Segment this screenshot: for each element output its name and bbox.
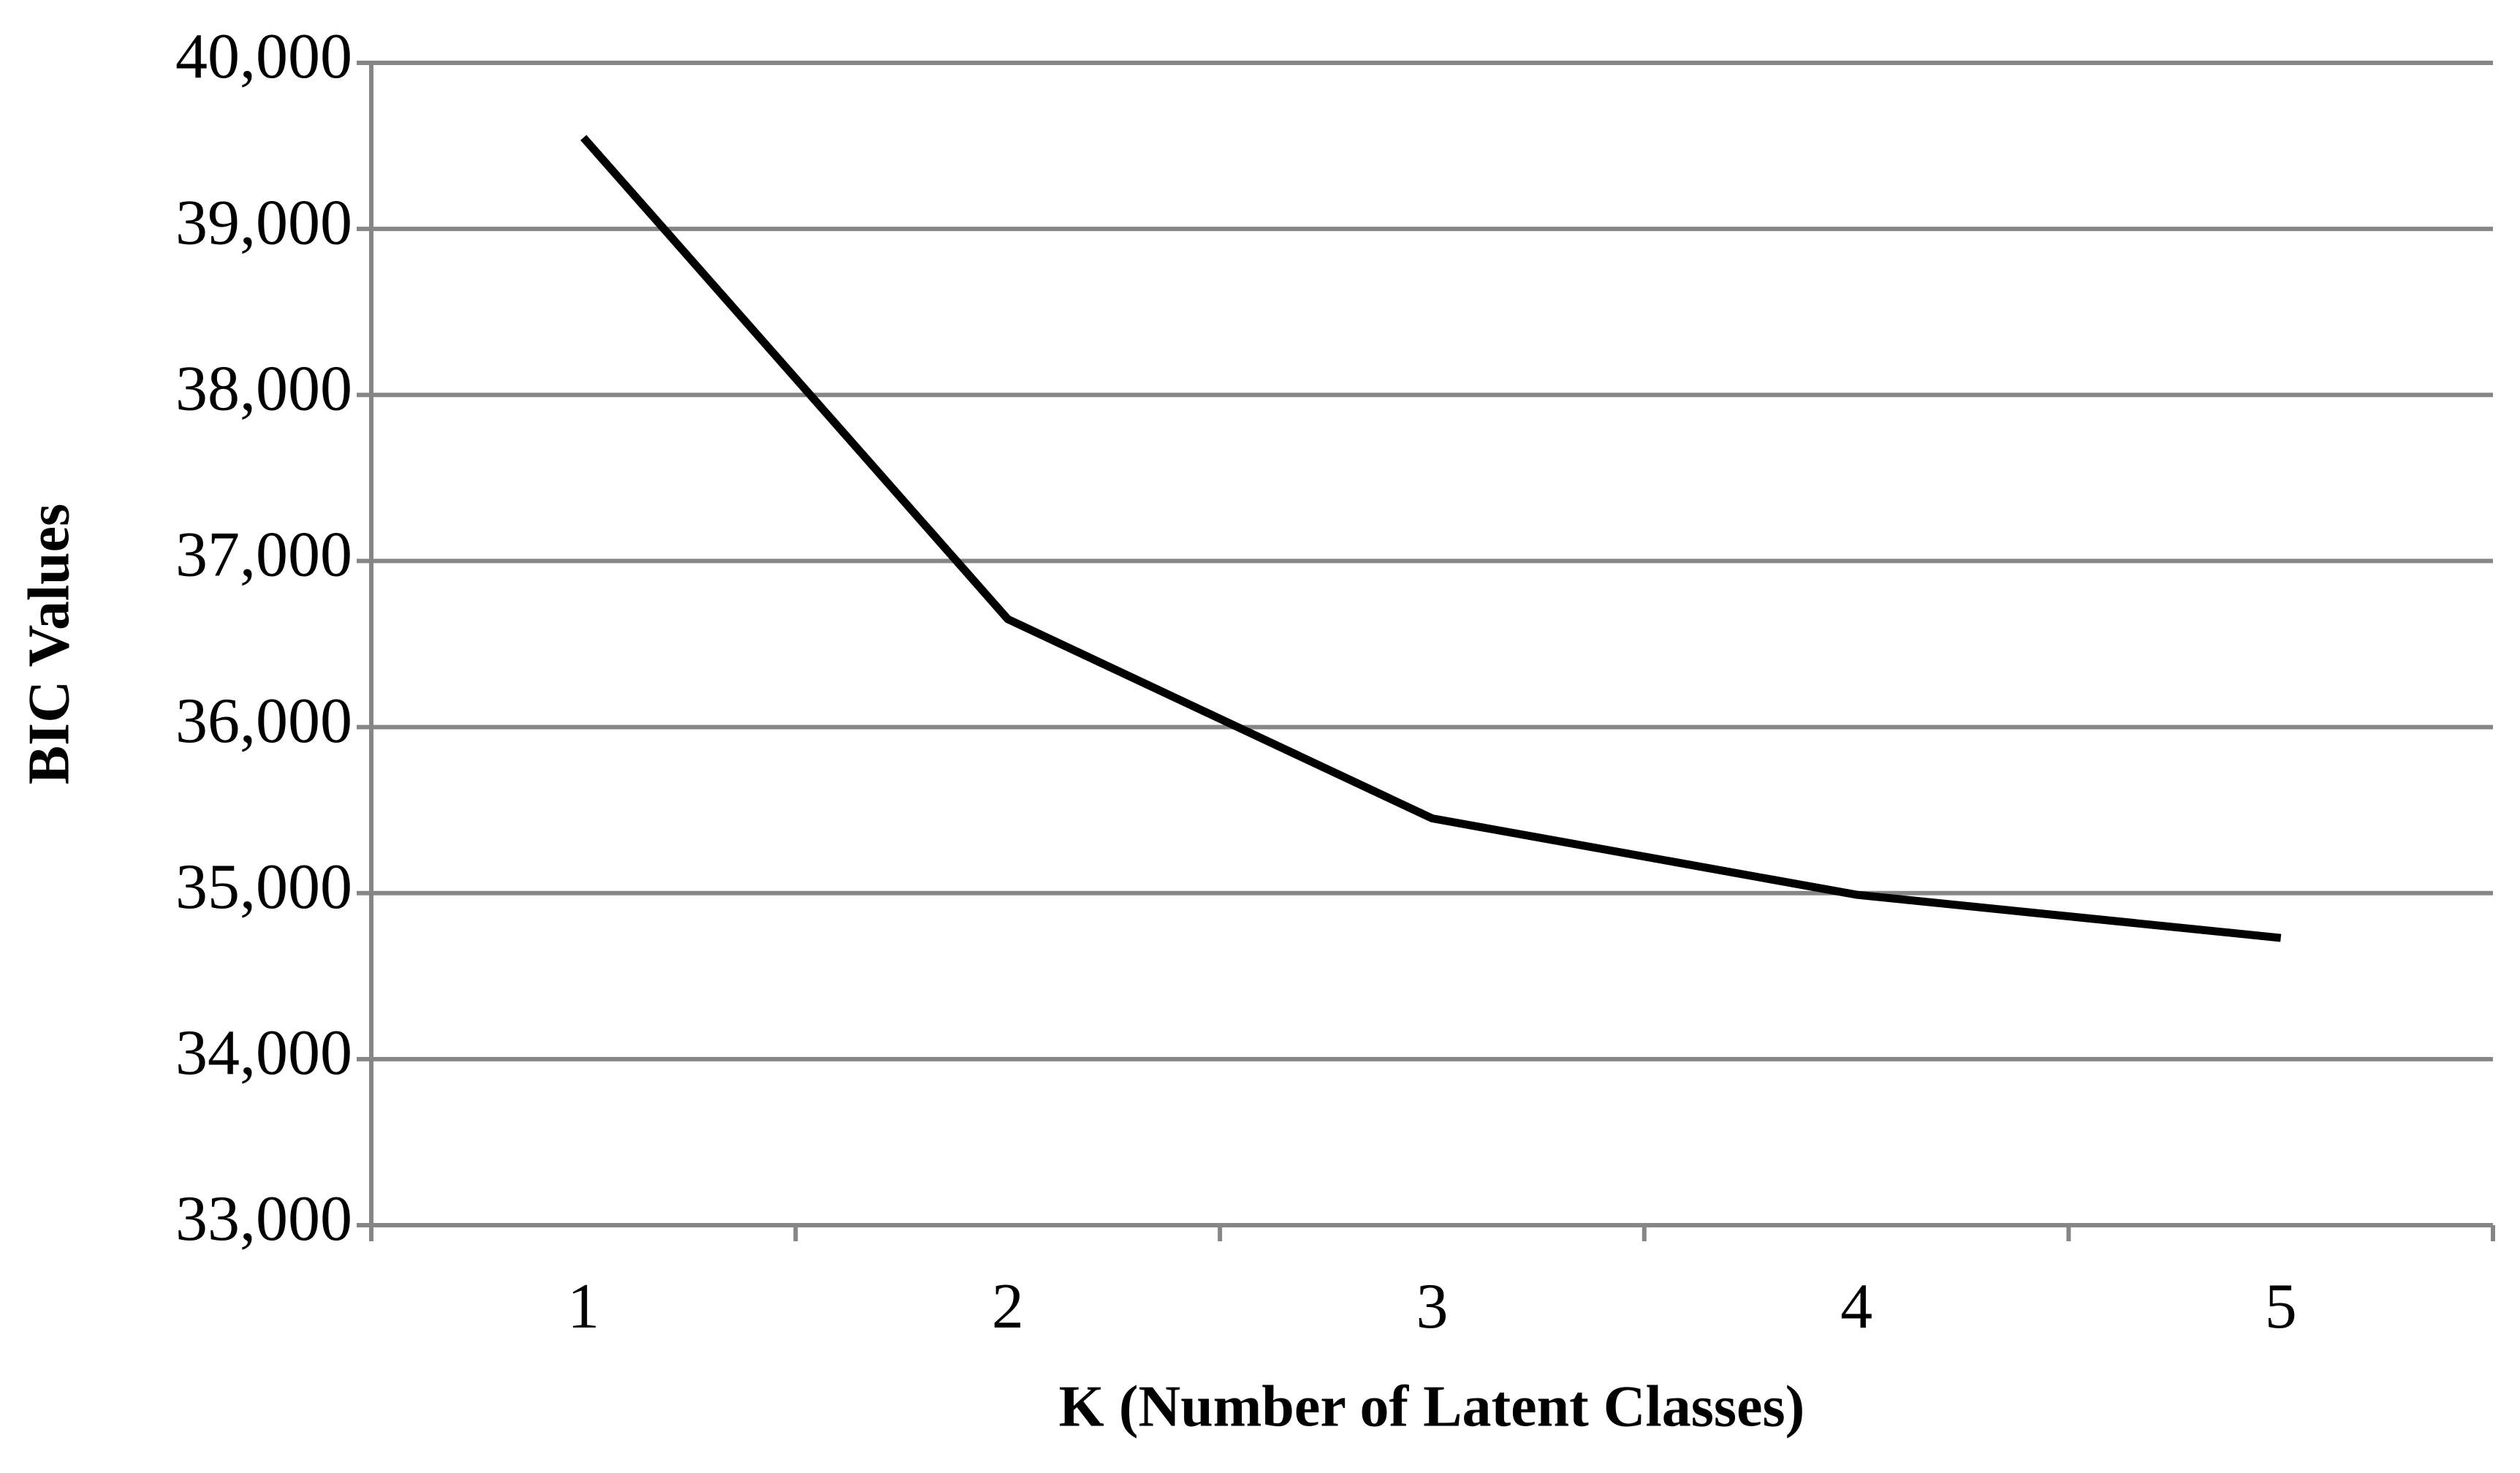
x-axis-title: K (Number of Latent Classes) bbox=[1059, 1374, 1805, 1439]
y-axis-title: BIC Values bbox=[17, 504, 81, 785]
y-tick-label: 35,000 bbox=[175, 852, 352, 923]
x-tick-label: 5 bbox=[2265, 1271, 2297, 1342]
x-tick-label: 4 bbox=[1840, 1271, 1872, 1342]
x-tick-label: 2 bbox=[992, 1271, 1024, 1342]
y-tick-label: 37,000 bbox=[175, 520, 352, 591]
y-tick-label: 39,000 bbox=[175, 187, 352, 258]
x-tick-label: 3 bbox=[1416, 1271, 1449, 1342]
x-tick-label: 1 bbox=[567, 1271, 599, 1342]
y-tick-label: 40,000 bbox=[175, 21, 352, 92]
y-tick-label: 38,000 bbox=[175, 353, 352, 424]
y-tick-label: 33,000 bbox=[175, 1184, 352, 1254]
y-tick-label: 34,000 bbox=[175, 1018, 352, 1088]
y-tick-label: 36,000 bbox=[175, 686, 352, 757]
data-line bbox=[580, 135, 2282, 942]
